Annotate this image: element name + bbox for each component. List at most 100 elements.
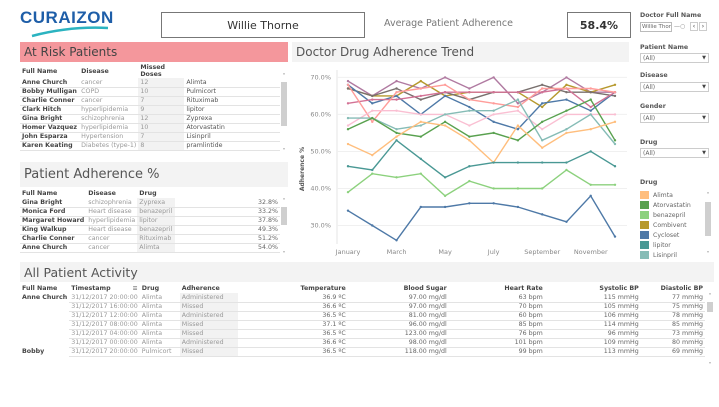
- scroll-thumb[interactable]: [705, 202, 711, 236]
- data-point[interactable]: [468, 87, 471, 90]
- data-point[interactable]: [419, 98, 423, 101]
- data-point[interactable]: [346, 165, 350, 168]
- data-point[interactable]: [395, 98, 398, 101]
- series-light-pink[interactable]: [346, 109, 617, 131]
- series-alimta[interactable]: [346, 120, 617, 164]
- data-point[interactable]: [613, 94, 617, 98]
- table-row[interactable]: Homer Vazquez hyperlipidemia 10 Atorvastati…: [20, 123, 280, 133]
- data-point[interactable]: [443, 83, 447, 87]
- scroll-thumb[interactable]: [281, 207, 287, 225]
- legend-scrollbar[interactable]: ˄ ˅: [704, 192, 712, 258]
- data-point[interactable]: [346, 190, 350, 194]
- table-row[interactable]: Monica Ford Heart disease benazepril 33.2%: [20, 207, 280, 217]
- data-point[interactable]: [468, 109, 471, 112]
- data-point[interactable]: [540, 213, 544, 216]
- next-button[interactable]: ›: [699, 22, 707, 31]
- data-point[interactable]: [492, 113, 495, 116]
- col-adherence[interactable]: Adherence: [181, 285, 220, 292]
- data-point[interactable]: [540, 187, 544, 190]
- data-point[interactable]: [443, 94, 447, 98]
- data-point[interactable]: [613, 139, 617, 142]
- data-point[interactable]: [613, 165, 617, 168]
- data-point[interactable]: [419, 94, 423, 98]
- data-point[interactable]: [565, 220, 568, 223]
- data-point[interactable]: [419, 120, 423, 124]
- col-drug[interactable]: Drug: [141, 285, 160, 292]
- data-point[interactable]: [565, 87, 568, 90]
- data-point[interactable]: [395, 87, 398, 90]
- data-point[interactable]: [565, 131, 568, 135]
- data-point[interactable]: [468, 91, 471, 94]
- data-point[interactable]: [565, 168, 568, 172]
- data-point[interactable]: [419, 124, 423, 127]
- data-point[interactable]: [589, 113, 592, 116]
- data-point[interactable]: [516, 128, 520, 131]
- legend-item[interactable]: Atorvastatin: [640, 200, 691, 210]
- col-timestamp[interactable]: Timestamp ≡: [69, 284, 140, 293]
- activity-scrollbar[interactable]: ˄ ˅: [706, 293, 714, 369]
- data-point[interactable]: [589, 98, 592, 101]
- adherence-scrollbar[interactable]: ˄ ˅: [280, 198, 288, 258]
- data-point[interactable]: [540, 87, 544, 90]
- data-point[interactable]: [371, 102, 374, 105]
- data-point[interactable]: [395, 135, 398, 138]
- data-point[interactable]: [371, 116, 374, 120]
- data-point[interactable]: [346, 128, 350, 131]
- table-row[interactable]: 31/12/2017 04:00:00 Alimta Missed 36.5 ºC 12…: [20, 329, 705, 339]
- scroll-down-icon[interactable]: ˅: [282, 148, 286, 155]
- sort-icon[interactable]: ≡: [132, 285, 138, 292]
- gender-filter-dropdown[interactable]: (All) ▼: [640, 113, 709, 123]
- table-row[interactable]: 31/12/2017 08:00:00 Alimta Missed 37.1 ºC 96…: [20, 320, 705, 330]
- series-line[interactable]: [347, 98, 616, 142]
- col-disease[interactable]: Disease: [81, 67, 109, 75]
- data-point[interactable]: [346, 83, 350, 87]
- legend-item[interactable]: Combivent: [640, 220, 687, 230]
- data-point[interactable]: [492, 202, 495, 205]
- data-point[interactable]: [395, 128, 398, 131]
- data-point[interactable]: [346, 116, 350, 120]
- table-row[interactable]: Anne Church cancer Alimta 54.0%: [20, 243, 280, 253]
- data-point[interactable]: [419, 87, 423, 90]
- data-point[interactable]: [346, 102, 350, 105]
- col-blood-sugar[interactable]: Blood Sugar: [403, 285, 447, 292]
- data-point[interactable]: [540, 105, 544, 109]
- drug-filter-dropdown[interactable]: (All) ▼: [640, 148, 709, 158]
- series-lisinpril[interactable]: [346, 98, 617, 146]
- data-point[interactable]: [613, 142, 617, 146]
- data-point[interactable]: [395, 131, 398, 135]
- data-point[interactable]: [443, 120, 447, 124]
- data-point[interactable]: [492, 131, 495, 135]
- data-point[interactable]: [492, 109, 495, 112]
- data-point[interactable]: [492, 76, 495, 79]
- data-point[interactable]: [419, 79, 423, 83]
- data-point[interactable]: [516, 109, 520, 112]
- data-point[interactable]: [565, 98, 568, 101]
- data-point[interactable]: [492, 91, 495, 94]
- data-point[interactable]: [395, 239, 398, 242]
- table-row[interactable]: 31/12/2017 12:00:00 Alimta Administered 36.…: [20, 311, 705, 321]
- data-point[interactable]: [346, 87, 350, 90]
- data-point[interactable]: [346, 142, 350, 146]
- table-row[interactable]: Bobby 31/12/2017 20:00:00 Pulmicort Missed 3…: [20, 347, 705, 357]
- col-disease[interactable]: Disease: [88, 190, 116, 197]
- col-systolic-bp[interactable]: Systolic BP: [599, 285, 639, 292]
- data-point[interactable]: [395, 139, 398, 142]
- data-point[interactable]: [540, 139, 544, 142]
- legend-item[interactable]: benazepril: [640, 210, 685, 220]
- data-point[interactable]: [395, 79, 398, 83]
- data-point[interactable]: [443, 113, 447, 116]
- series-line[interactable]: [347, 76, 615, 105]
- data-point[interactable]: [540, 91, 544, 94]
- patient-filter-dropdown[interactable]: (All) ▼: [640, 53, 709, 63]
- data-point[interactable]: [589, 109, 592, 112]
- data-point[interactable]: [589, 105, 592, 109]
- table-row[interactable]: Margaret Howard hyperlipidemia lipitor 37.8…: [20, 216, 280, 226]
- data-point[interactable]: [346, 209, 350, 212]
- table-row[interactable]: Clark Hitch hyperlipidemia 9 lipitor: [20, 105, 280, 115]
- col-full-name[interactable]: Full Name: [22, 67, 58, 75]
- data-point[interactable]: [589, 150, 592, 153]
- series-line[interactable]: [347, 194, 616, 242]
- data-point[interactable]: [443, 205, 447, 209]
- data-point[interactable]: [613, 235, 617, 238]
- data-point[interactable]: [613, 91, 617, 94]
